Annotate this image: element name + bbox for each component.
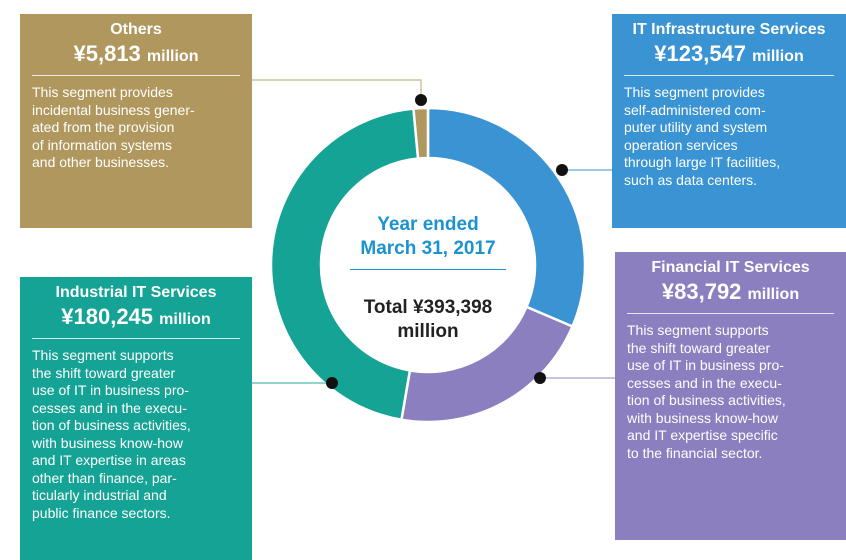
connector <box>252 79 422 100</box>
dot <box>534 372 546 384</box>
segment-box: Others ¥5,813 million This segment provide… <box>20 14 252 228</box>
donut-segment <box>426 106 587 329</box>
segment-value: ¥180,245 million <box>32 303 240 339</box>
segment-box: IT Infrastructure Services ¥123,547 milli… <box>612 14 846 228</box>
segment-box: Financial IT Services ¥83,792 million This… <box>615 252 846 540</box>
unit-label: million <box>159 311 211 328</box>
segment-description: This segment provides incidental busines… <box>32 84 195 170</box>
unit-label: million <box>752 48 804 65</box>
value-label: ¥83,792 <box>661 279 742 304</box>
value-label: ¥5,813 <box>73 41 141 66</box>
unit-label: million <box>747 286 800 303</box>
segment-name: IT Infrastructure Services <box>632 21 826 38</box>
segment-description: This segment supports the shift toward g… <box>32 347 191 521</box>
segment-description: This segment supports the shift toward g… <box>627 322 786 461</box>
dot <box>326 377 338 389</box>
segment-description: This segment provides self-administered … <box>624 84 781 188</box>
value-label: ¥180,245 <box>61 304 154 329</box>
center-label: Year ended March 31, 2017 Total ¥393,398… <box>328 195 528 362</box>
center-title: Year ended March 31, 2017 <box>350 213 506 270</box>
dot <box>415 94 427 106</box>
segment-value: ¥123,547 million <box>624 40 834 76</box>
value-label: ¥123,547 <box>654 41 747 66</box>
connectors <box>252 79 615 384</box>
donut-segment <box>269 107 420 422</box>
donut-segment <box>412 106 430 160</box>
segment-value: ¥5,813 million <box>32 40 240 76</box>
segment-value: ¥83,792 million <box>627 278 834 314</box>
segment-name: Others <box>110 21 162 38</box>
dot <box>556 164 568 176</box>
segment-name: Industrial IT Services <box>55 284 217 301</box>
dots <box>326 94 568 389</box>
segment-name: Financial IT Services <box>651 259 810 276</box>
total-label: Total ¥393,398 million <box>363 297 493 342</box>
segment-box: Industrial IT Services ¥180,245 million Th… <box>20 277 252 560</box>
unit-label: million <box>146 48 199 65</box>
